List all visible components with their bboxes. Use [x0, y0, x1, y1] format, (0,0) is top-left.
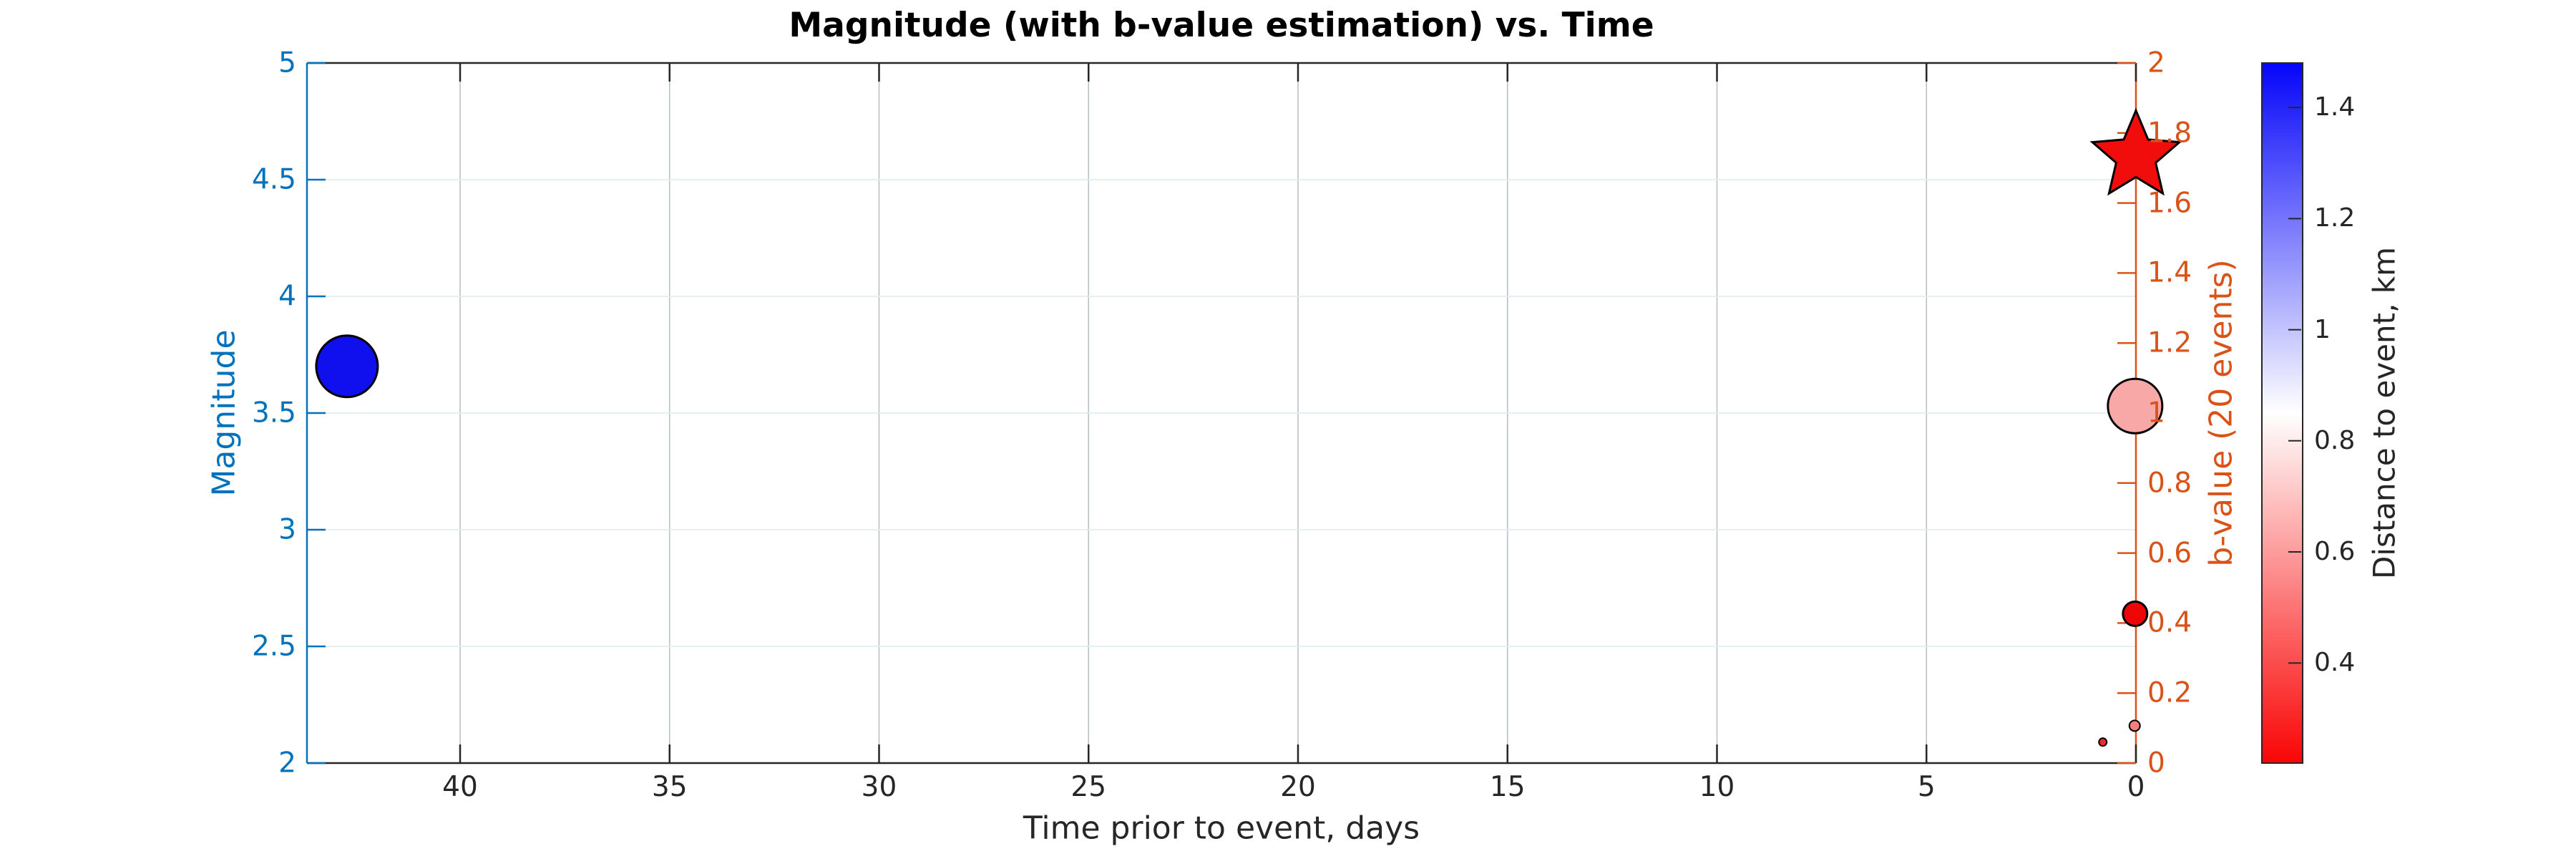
y-right-tick-label: 1.8 — [2147, 117, 2192, 150]
y-left-tick-label: 5 — [278, 47, 296, 79]
y-left-tick-label: 2.5 — [251, 630, 296, 663]
x-tick-label: 10 — [1699, 771, 1735, 803]
y-left-tick-label: 2 — [278, 747, 296, 780]
main-event-star — [2089, 107, 2182, 196]
y-right-tick-label: 0.4 — [2147, 606, 2192, 639]
colorbar-tick-label: 1.4 — [2314, 92, 2356, 122]
scatter-point-circle — [2122, 600, 2149, 627]
y-right-tick-label: 0 — [2147, 747, 2165, 780]
y-right-tick-label: 1.6 — [2147, 187, 2192, 220]
y-right-tick-label: 0.2 — [2147, 676, 2192, 709]
x-tick-label: 40 — [442, 771, 478, 803]
y-axis-right-label: b-value (20 events) — [2202, 259, 2240, 567]
y-right-tick-label: 1 — [2147, 397, 2165, 430]
colorbar-title: Distance to event, km — [2366, 246, 2402, 580]
y-right-tick-label: 1.2 — [2147, 326, 2192, 359]
colorbar-tick-label: 0.4 — [2314, 648, 2356, 678]
scatter-point-circle — [2107, 377, 2164, 435]
colorbar-gradient — [2261, 62, 2303, 764]
colorbar-tick-label: 0.6 — [2314, 537, 2356, 567]
scatter-point-circle — [315, 334, 379, 399]
colorbar-tick-label: 0.8 — [2314, 425, 2356, 455]
y-left-tick-label: 4 — [278, 280, 296, 313]
colorbar-tick-label: 1.2 — [2314, 203, 2356, 233]
y-right-tick-label: 1.4 — [2147, 256, 2192, 289]
x-tick-label: 35 — [651, 771, 688, 803]
y-right-tick-label: 0.8 — [2147, 467, 2192, 500]
chart-title: Magnitude (with b-value estimation) vs. … — [789, 6, 1654, 45]
scatter-point-circle — [2128, 719, 2141, 732]
y-right-tick-label: 2 — [2147, 47, 2165, 79]
x-tick-label: 20 — [1280, 771, 1316, 803]
x-tick-label: 30 — [861, 771, 897, 803]
x-axis-label: Time prior to event, days — [1023, 810, 1420, 847]
x-tick-label: 15 — [1489, 771, 1526, 803]
x-tick-label: 25 — [1070, 771, 1107, 803]
colorbar-tick-label: 1 — [2314, 314, 2331, 344]
y-axis-left-label: Magnitude — [205, 329, 243, 497]
x-tick-label: 5 — [1917, 771, 1936, 803]
y-left-tick-label: 3.5 — [251, 397, 296, 430]
y-right-tick-label: 0.6 — [2147, 537, 2192, 570]
y-left-tick-label: 4.5 — [251, 163, 296, 196]
x-tick-label: 0 — [2127, 771, 2145, 803]
y-left-tick-label: 3 — [278, 513, 296, 546]
scatter-point-circle — [2098, 737, 2108, 747]
